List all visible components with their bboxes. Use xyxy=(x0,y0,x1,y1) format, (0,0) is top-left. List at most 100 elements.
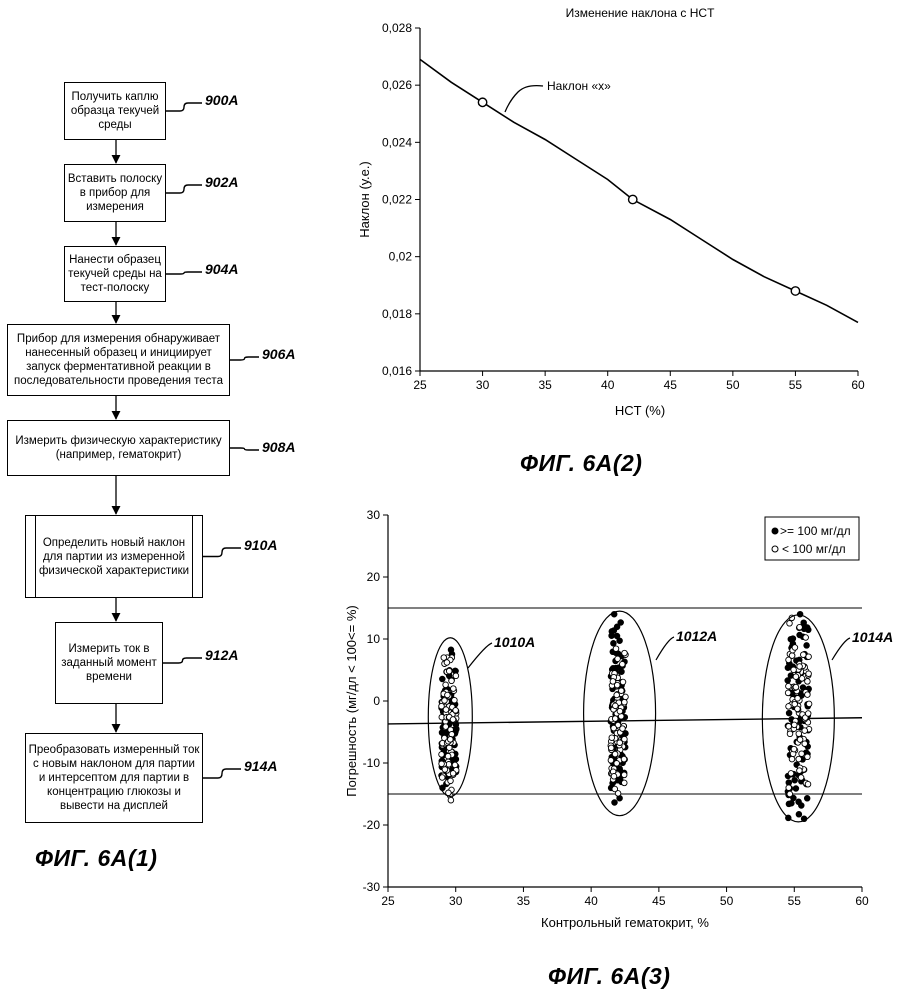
c2-point-high xyxy=(440,676,446,682)
c2-x-tick-label: 30 xyxy=(449,894,463,908)
c2-ellipse-label-3: 1014A xyxy=(852,629,893,645)
c2-point-low xyxy=(786,704,792,710)
c2-point-low xyxy=(805,692,811,698)
c2-point-low xyxy=(614,761,620,767)
c2-point-low xyxy=(446,668,452,674)
c2-x-tick-label: 35 xyxy=(517,894,531,908)
c2-point-low xyxy=(452,697,458,703)
c2-point-low xyxy=(448,797,454,803)
c2-point-low xyxy=(806,671,812,677)
c2-point-low xyxy=(611,725,617,731)
c2-point-low xyxy=(450,717,456,723)
c2-point-low xyxy=(617,708,623,714)
c2-point-low xyxy=(445,753,451,759)
c2-point-low xyxy=(445,692,451,698)
c2-point-low xyxy=(793,684,799,690)
c2-point-low xyxy=(620,661,626,667)
c2-point-low xyxy=(451,686,457,692)
c2-point-low xyxy=(786,785,792,791)
c2-point-low xyxy=(453,673,459,679)
c2-point-low xyxy=(805,711,811,717)
figure-label-6a3: ФИГ. 6А(3) xyxy=(548,963,670,990)
c2-point-high xyxy=(801,620,807,626)
c2-point-high xyxy=(793,786,799,792)
c2-point-low xyxy=(797,624,803,630)
c2-point-low xyxy=(799,751,805,757)
c2-point-low xyxy=(613,703,619,709)
c2-ellipse-leader-2 xyxy=(656,637,674,660)
c2-point-low xyxy=(614,692,620,698)
c2-point-low xyxy=(786,724,792,730)
c2-point-low xyxy=(802,728,808,734)
c2-point-low xyxy=(803,635,809,641)
c2-point-low xyxy=(610,679,616,685)
c2-point-high xyxy=(804,796,810,802)
c2-point-low xyxy=(789,756,795,762)
c2-point-low xyxy=(439,761,445,767)
c2-point-low xyxy=(806,654,812,660)
c2-y-tick-label: 10 xyxy=(367,632,381,646)
c2-point-low xyxy=(619,688,625,694)
c2-point-low xyxy=(617,740,623,746)
c2-y-tick-label: -20 xyxy=(363,818,381,832)
c2-point-low xyxy=(805,754,811,760)
c2-y-tick-label: 30 xyxy=(367,508,381,522)
c2-point-low xyxy=(805,781,811,787)
c2-point-low xyxy=(795,706,801,712)
c2-point-low xyxy=(453,708,459,714)
c2-point-low xyxy=(620,726,626,732)
c2-point-low xyxy=(797,737,803,743)
c2-point-low xyxy=(787,791,793,797)
c2-point-low xyxy=(613,646,619,652)
c2-point-high xyxy=(454,727,460,733)
c2-point-low xyxy=(795,696,801,702)
c2-legend-label-high: >= 100 мг/дл xyxy=(780,524,851,538)
c2-point-low xyxy=(789,653,795,659)
c2-point-low xyxy=(615,656,621,662)
c2-point-high xyxy=(786,710,792,716)
c2-ellipse-label-1: 1010A xyxy=(494,634,535,650)
c2-point-low xyxy=(612,786,618,792)
c2-x-tick-label: 25 xyxy=(381,894,395,908)
c2-point-low xyxy=(798,775,804,781)
c2-point-low xyxy=(608,758,614,764)
c2-ylabel: Погрешность (мг/дл < 100<= %) xyxy=(344,605,359,796)
c2-point-high xyxy=(611,641,617,647)
c2-point-low xyxy=(802,741,808,747)
c2-point-low xyxy=(439,752,445,758)
c2-point-low xyxy=(805,679,811,685)
c2-point-low xyxy=(787,731,793,737)
c2-point-low xyxy=(621,772,627,778)
c2-point-low xyxy=(622,650,628,656)
c2-xlabel: Контрольный гематокрит, % xyxy=(541,915,709,930)
c2-point-high xyxy=(609,629,615,635)
c2-y-tick-label: -10 xyxy=(363,756,381,770)
c2-point-low xyxy=(608,745,614,751)
c2-legend: >= 100 мг/дл < 100 мг/дл xyxy=(765,517,859,560)
c2-point-low xyxy=(806,701,812,707)
c2-x-tick-label: 50 xyxy=(720,894,734,908)
c2-point-low xyxy=(448,737,454,743)
c2-point-low xyxy=(791,667,797,673)
c2-point-low xyxy=(444,660,450,666)
c2-point-low xyxy=(622,699,628,705)
c2-y-tick-label: 0 xyxy=(373,694,380,708)
c2-point-high xyxy=(797,611,803,617)
c2-point-low xyxy=(612,751,618,757)
c2-point-high xyxy=(796,812,802,818)
c2-point-low xyxy=(443,682,449,688)
c2-point-high xyxy=(792,777,798,783)
c2-x-tick-label: 55 xyxy=(788,894,802,908)
c2-point-low xyxy=(621,756,627,762)
c2-x-tick-label: 45 xyxy=(652,894,666,908)
c2-point-low xyxy=(796,756,802,762)
c2-point-low xyxy=(620,679,626,685)
c2-ellipse-label-2: 1012A xyxy=(676,628,717,644)
c2-point-low xyxy=(442,698,448,704)
c2-x-tick-label: 40 xyxy=(584,894,598,908)
c2-point-low xyxy=(449,678,455,684)
c2-legend-label-low: < 100 мг/дл xyxy=(782,542,846,556)
c2-point-low xyxy=(452,762,458,768)
